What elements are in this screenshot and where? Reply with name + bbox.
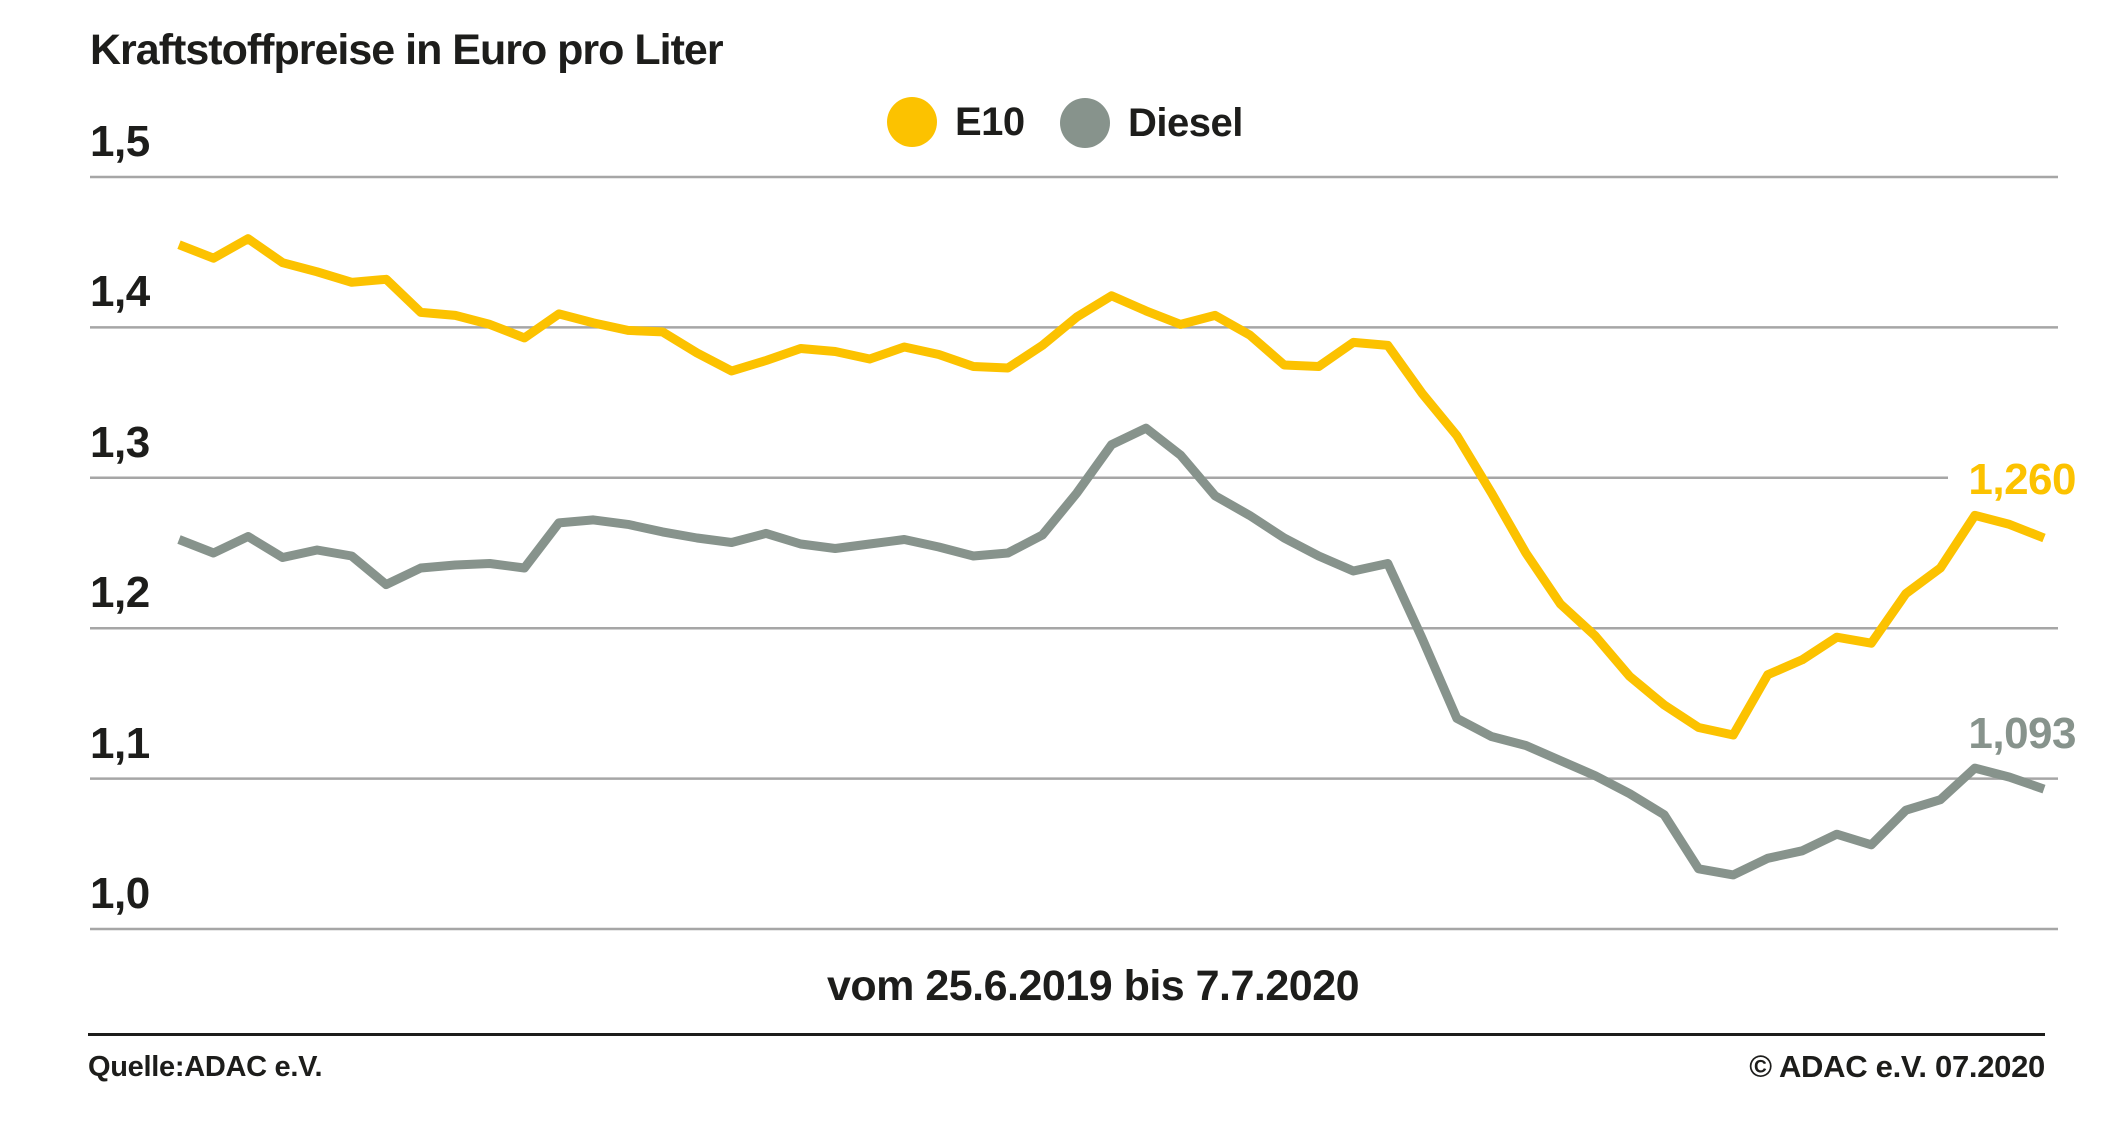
y-tick-label: 1,2 (90, 568, 150, 618)
e10-end-value-label: 1,260 (1968, 454, 2076, 504)
x-axis-caption: vom 25.6.2019 bis 7.7.2020 (826, 962, 1360, 1010)
y-tick-label: 1,5 (90, 117, 150, 166)
y-tick-label: 1,4 (90, 267, 150, 317)
source-label: Quelle:ADAC e.V. (88, 1051, 323, 1083)
y-tick-label: 1,0 (90, 869, 150, 918)
y-tick-label: 1,1 (90, 718, 150, 768)
diesel-end-value-label: 1,093 (1968, 709, 2076, 759)
diesel-line (177, 423, 2046, 880)
legend-item-diesel: Diesel (1060, 98, 1243, 148)
legend-label-diesel: Diesel (1128, 100, 1243, 145)
e10-legend-dot-icon (887, 97, 937, 147)
e10-line (177, 234, 2046, 740)
page-title: Kraftstoffpreise in Euro pro Liter (90, 26, 724, 74)
y-tick-label: 1,3 (90, 417, 150, 467)
diesel-legend-dot-icon (1060, 98, 1110, 148)
footer-divider (88, 1033, 2045, 1036)
copyright-label: © ADAC e.V. 07.2020 (1749, 1049, 2045, 1084)
legend-label-e10: E10 (955, 99, 1025, 144)
legend-item-e10: E10 (887, 97, 1025, 147)
